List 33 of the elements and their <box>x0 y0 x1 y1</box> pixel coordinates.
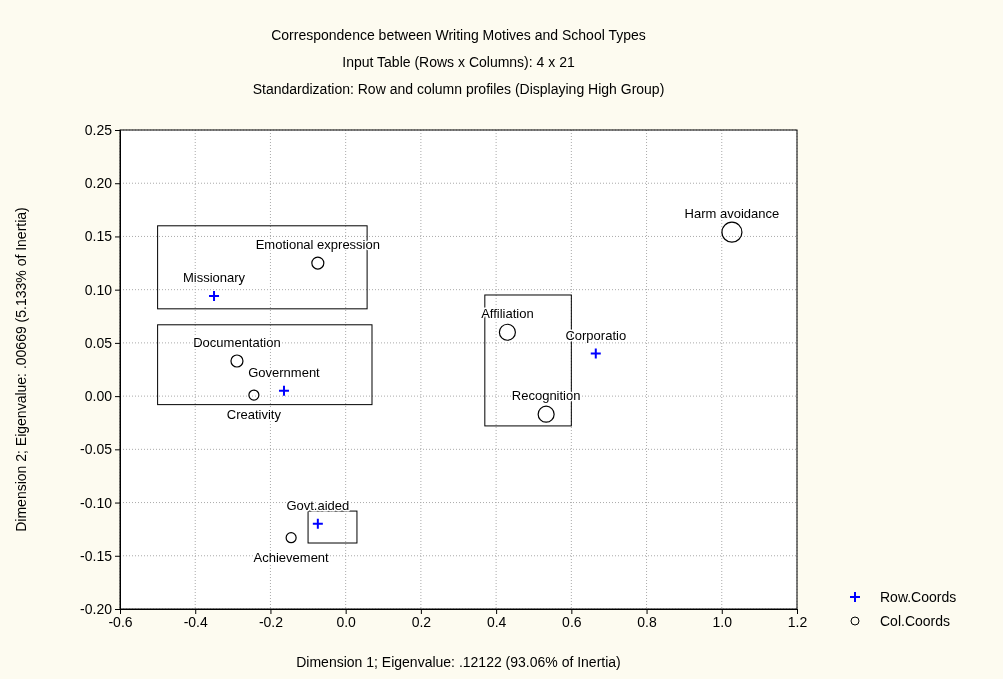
y-tick-label: 0.20 <box>84 175 113 192</box>
x-tick-label: -0.2 <box>258 613 284 630</box>
y-axis-title: Dimension 2; Eigenvalue: .00669 (5.133% of Inertia) <box>13 207 29 532</box>
x-tick-label: 0.8 <box>637 613 657 630</box>
annotation: Creativity <box>226 407 282 423</box>
x-tick-label: 0.2 <box>411 613 432 630</box>
point <box>311 517 324 530</box>
x-tick-label: 0.0 <box>336 613 357 630</box>
chart-title: Correspondence between Writing Motives and School Types <box>271 27 646 43</box>
y-tick-label: 0.05 <box>84 334 113 351</box>
annotation: Documentation <box>193 334 281 350</box>
x-tick-label: 1.0 <box>712 613 733 630</box>
legend-label: Col.Coords <box>880 613 951 629</box>
y-tick-label: -0.15 <box>80 547 113 564</box>
x-tick-label: 0.6 <box>562 613 582 630</box>
x-tick-label: 0.4 <box>486 613 507 630</box>
chart-subtitle: Input Table (Rows x Columns): 4 x 21 Standardization: Row and column profiles (Displaying High Group) <box>252 54 665 97</box>
y-tick-label: 0.15 <box>84 228 113 245</box>
annotation: Achievement <box>253 549 330 565</box>
annotation: Harm avoidance <box>684 206 780 222</box>
annotation: Government <box>248 364 321 380</box>
y-tick-label: 0.25 <box>84 121 113 138</box>
x-tick-label: -0.4 <box>183 613 208 630</box>
y-tick-label: -0.10 <box>80 494 113 511</box>
point <box>589 347 602 360</box>
x-tick-label: 1.2 <box>787 613 808 630</box>
x-axis-title: Dimension 1; Eigenvalue: .12122 (93.06% of Inertia) <box>296 654 621 670</box>
y-tick-label: 0.00 <box>84 388 113 405</box>
y-tick-label: -0.05 <box>80 441 113 458</box>
y-tick-label: 0.10 <box>84 281 113 298</box>
annotation: Govt.aided <box>286 497 350 513</box>
annotation: Missionary <box>182 270 246 286</box>
legend-label: Row.Coords <box>880 589 957 605</box>
